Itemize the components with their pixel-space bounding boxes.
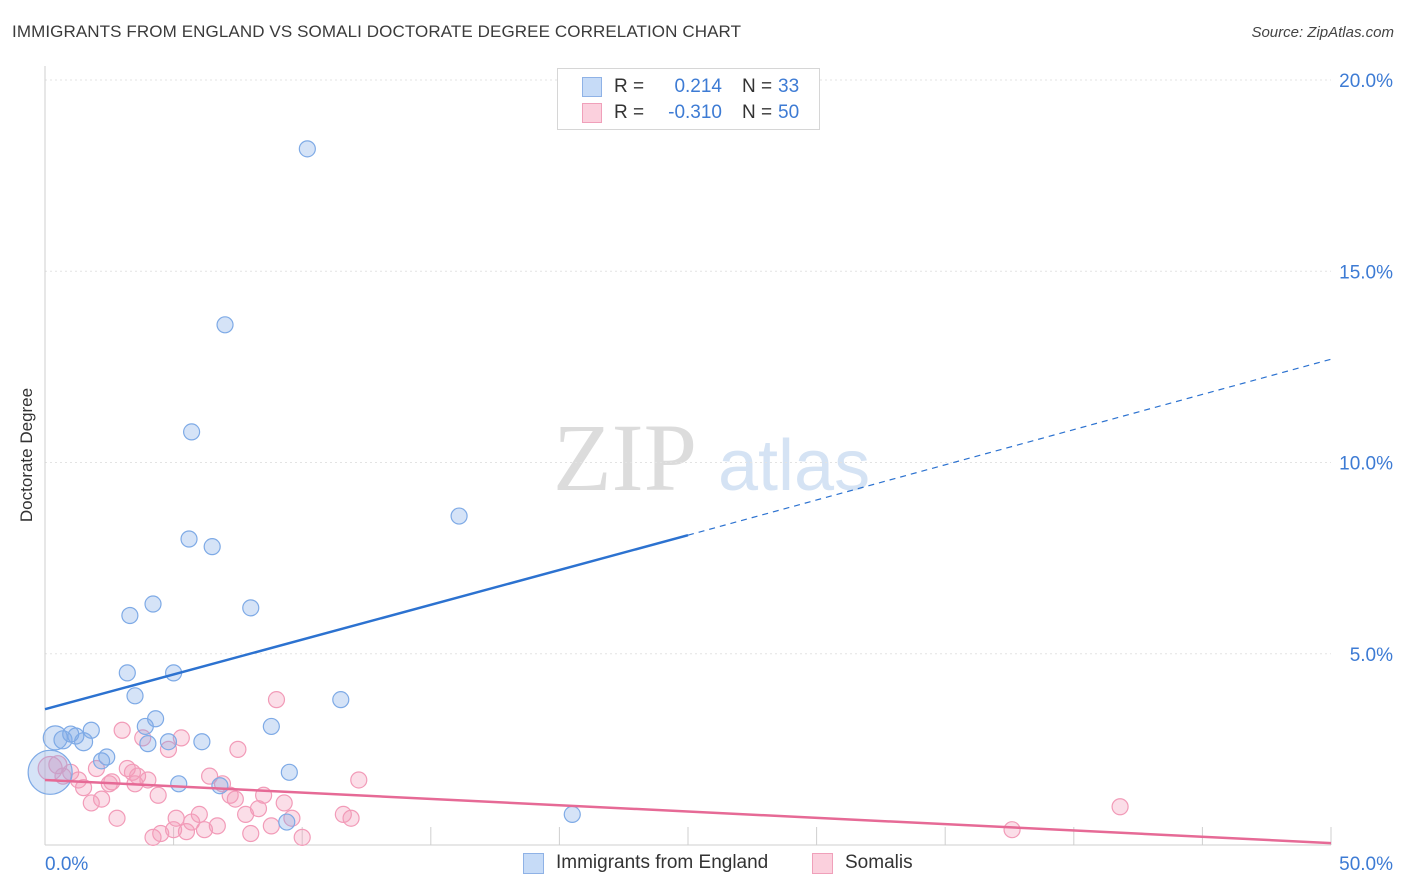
somalis-point bbox=[92, 790, 111, 808]
england-point bbox=[262, 717, 280, 736]
axes bbox=[44, 66, 1332, 846]
somalis-point bbox=[190, 805, 208, 824]
england-point bbox=[170, 775, 188, 793]
somalis-point bbox=[74, 779, 93, 797]
legend-r-value: 0.214 bbox=[674, 76, 722, 97]
england-point bbox=[146, 710, 165, 728]
watermark-atlas: atlas bbox=[718, 426, 870, 506]
england-point bbox=[563, 805, 581, 824]
watermark-zip: ZIP bbox=[553, 404, 697, 511]
england-point bbox=[203, 538, 221, 556]
england-point bbox=[144, 595, 162, 613]
england-point bbox=[121, 606, 139, 625]
somalis-point bbox=[334, 805, 352, 824]
england-point bbox=[450, 507, 468, 525]
england-points bbox=[27, 140, 581, 831]
legend-r-value: -0.310 bbox=[668, 102, 722, 123]
legend-swatch-england bbox=[582, 77, 602, 97]
england-trend-extension bbox=[687, 358, 1332, 536]
somalis-point bbox=[208, 817, 226, 835]
x-tick-label: 50.0% bbox=[1339, 854, 1393, 875]
legend-row-england: R = 0.214 N = 33 bbox=[582, 76, 799, 98]
trend-lines bbox=[44, 358, 1332, 845]
england-point bbox=[42, 725, 68, 751]
somalis-point bbox=[167, 809, 185, 827]
legend-swatch-somalis bbox=[582, 103, 602, 123]
somalis-point bbox=[1003, 821, 1021, 839]
stats-legend: R = 0.214 N = 33 R = -0.310 N = 50 bbox=[557, 68, 820, 130]
england-point bbox=[298, 140, 316, 158]
somalis-point bbox=[152, 824, 170, 843]
x-tick-label: 0.0% bbox=[45, 854, 88, 875]
somalis-point bbox=[226, 790, 244, 808]
legend-n-label: N = bbox=[742, 76, 773, 97]
england-point bbox=[332, 691, 350, 709]
series-legend-england: Immigrants from England bbox=[523, 852, 768, 874]
somalis-point bbox=[229, 740, 247, 758]
england-trend-line bbox=[44, 533, 689, 711]
somalis-points bbox=[37, 691, 1129, 846]
chart-title: IMMIGRANTS FROM ENGLAND VS SOMALI DOCTOR… bbox=[12, 22, 742, 41]
england-point bbox=[139, 735, 157, 753]
england-point bbox=[211, 777, 229, 795]
watermark: ZIP atlas bbox=[553, 404, 870, 511]
y-tick-label: 20.0% bbox=[1339, 71, 1393, 92]
somalis-point bbox=[242, 824, 260, 843]
somalis-point bbox=[149, 786, 167, 804]
legend-n-label: N = bbox=[742, 102, 773, 123]
somalis-point bbox=[144, 828, 162, 846]
somalis-point bbox=[275, 794, 293, 812]
england-point bbox=[67, 727, 85, 745]
series-swatch-england bbox=[523, 852, 544, 874]
somalis-point bbox=[342, 809, 360, 827]
y-tick-label: 10.0% bbox=[1339, 454, 1393, 475]
series-legend: Immigrants from England Somalis bbox=[0, 852, 1406, 878]
y-tick-label: 5.0% bbox=[1350, 645, 1393, 666]
series-legend-somalis: Somalis bbox=[812, 852, 913, 874]
legend-r-label: R = bbox=[614, 76, 645, 97]
england-point bbox=[216, 316, 234, 334]
england-point bbox=[118, 664, 136, 682]
somalis-point bbox=[82, 794, 100, 812]
somalis-point bbox=[262, 817, 280, 835]
somalis-point bbox=[293, 828, 311, 846]
somalis-point bbox=[172, 729, 190, 747]
series-label-england: Immigrants from England bbox=[556, 852, 769, 873]
grid-lines bbox=[45, 79, 1331, 655]
england-point bbox=[180, 530, 198, 548]
somalis-point bbox=[1111, 798, 1129, 816]
tick-labels: 5.0% 10.0% 15.0% 20.0% 0.0% 50.0% bbox=[45, 71, 1393, 875]
legend-n-value: 50 bbox=[778, 102, 800, 123]
legend-r-label: R = bbox=[614, 102, 645, 123]
somalis-point bbox=[108, 809, 126, 827]
england-point bbox=[242, 599, 260, 617]
england-point bbox=[278, 813, 296, 831]
y-tick-label: 15.0% bbox=[1339, 262, 1393, 283]
somalis-point bbox=[350, 771, 368, 789]
somalis-point bbox=[267, 691, 286, 709]
england-point bbox=[159, 733, 178, 751]
england-point bbox=[280, 763, 298, 781]
somalis-trend-line bbox=[44, 778, 1332, 845]
england-point bbox=[126, 687, 144, 705]
somalis-point bbox=[113, 721, 131, 739]
series-label-somalis: Somalis bbox=[845, 852, 913, 873]
somalis-point bbox=[177, 823, 196, 841]
source-label: Source: ZipAtlas.com bbox=[1251, 24, 1394, 41]
england-point bbox=[183, 423, 201, 441]
legend-row-somalis: R = -0.310 N = 50 bbox=[582, 102, 799, 124]
england-point bbox=[27, 749, 73, 795]
england-point bbox=[98, 748, 116, 766]
england-point bbox=[193, 733, 211, 751]
somalis-point bbox=[195, 821, 214, 839]
legend-n-value: 33 bbox=[778, 76, 800, 97]
series-swatch-somalis bbox=[812, 852, 833, 874]
england-point bbox=[82, 721, 100, 739]
